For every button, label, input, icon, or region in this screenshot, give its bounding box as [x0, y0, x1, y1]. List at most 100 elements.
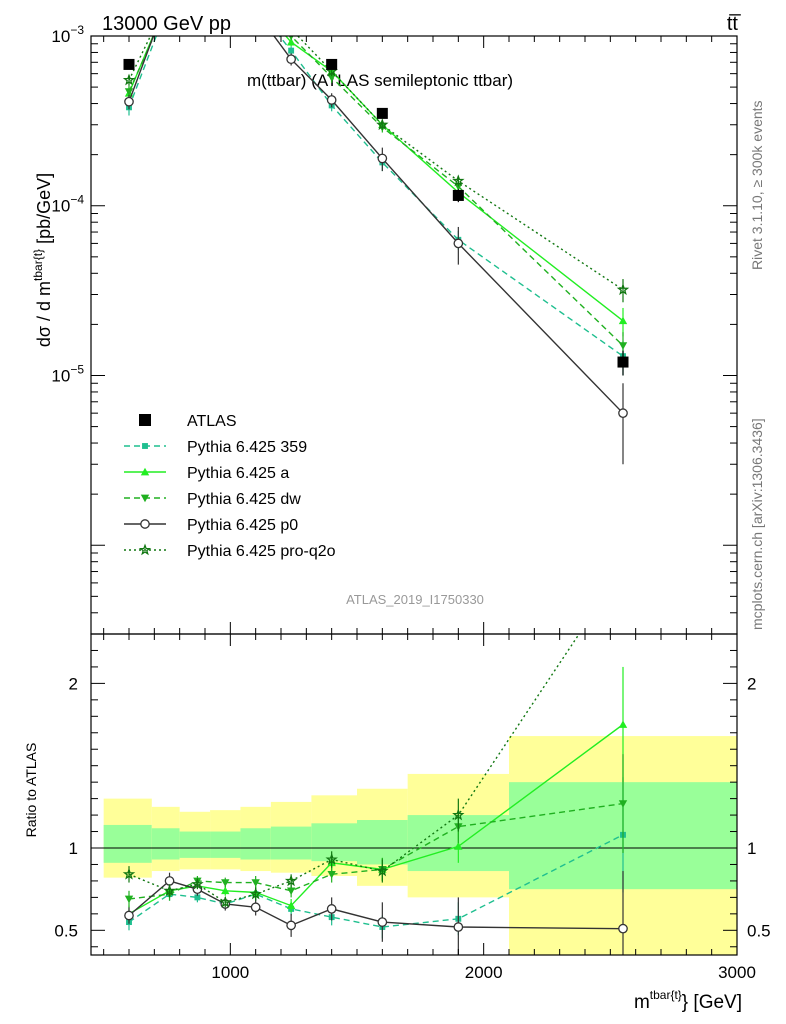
ratio-point-2-5 — [286, 887, 296, 895]
legend-entry-5: Pythia 6.425 pro-q2o — [124, 543, 336, 560]
main-point-3-1 — [165, 0, 173, 6]
legend-entry-0: ATLAS — [139, 413, 237, 430]
main-series-layer — [122, 0, 630, 465]
main-point-4-0 — [124, 96, 134, 107]
ratio-tick-label-left-2: 2 — [69, 674, 78, 693]
main-point-3-6 — [327, 74, 336, 82]
ratio-point-2-6 — [327, 870, 336, 879]
ratio-band-inner-5 — [270, 826, 312, 860]
ratio-band-inner-4 — [240, 828, 271, 860]
ratio-band-inner-0 — [103, 824, 152, 863]
ratio-point-4-7 — [376, 864, 389, 877]
ratio-point-3-7 — [377, 917, 388, 927]
ratio-point-4-9 — [619, 564, 628, 572]
main-point-0-8 — [452, 189, 464, 201]
main-point-5-4 — [251, 0, 260, 5]
legend-marker-1 — [142, 443, 148, 449]
ratio-series-line-1 — [128, 723, 624, 915]
main-point-4-6 — [326, 95, 337, 105]
analysis-label: ATLAS_2019_I1750330 — [346, 592, 484, 607]
ratio-point-4-3 — [219, 895, 232, 908]
ratio-point-1-5 — [286, 901, 296, 909]
main-point-3-9 — [618, 342, 628, 350]
main-point-0-9 — [617, 356, 629, 368]
x-axis-label: mtbar{t}} [GeV] — [634, 988, 742, 1013]
ratio-point-4-6 — [325, 852, 338, 865]
main-point-5-1 — [165, 0, 174, 1]
ratio-point-4-1 — [163, 884, 176, 897]
ratio-point-4-4 — [249, 887, 262, 900]
main-series-4 — [124, 7, 628, 465]
legend-label-5: Pythia 6.425 pro-q2o — [187, 543, 336, 560]
main-point-4-5 — [286, 54, 296, 65]
mcplots-label: mcplots.cern.ch [arXiv:1306.3436] — [749, 418, 765, 630]
ratio-point-3-4 — [250, 902, 261, 913]
header-left-label: 13000 GeV pp — [102, 13, 231, 35]
ratio-point-3-0 — [124, 910, 134, 921]
ratio-uncertainty-bands — [91, 736, 737, 955]
legend: ATLAS Pythia 6.425 359 Pythia 6.425 a Pythi… — [124, 413, 336, 560]
y-tick-label-1: 10−4 — [51, 193, 84, 216]
main-point-0-6 — [326, 58, 338, 70]
ratio-series-line-4 — [128, 634, 580, 904]
legend-entry-3: Pythia 6.425 dw — [124, 491, 301, 508]
ratio-band-inner-6 — [311, 823, 357, 862]
ratio-point-1-8 — [454, 842, 463, 850]
ratio-series-line-3 — [128, 880, 624, 930]
legend-entry-2: Pythia 6.425 a — [124, 465, 289, 482]
main-point-4-9 — [618, 408, 628, 419]
main-point-5-9 — [616, 283, 630, 296]
ratio-point-1-9 — [618, 720, 628, 728]
main-point-5-5 — [287, 24, 296, 32]
ratio-frame — [90, 633, 738, 956]
main-series-line-2 — [128, 36, 624, 322]
main-series-line-4 — [128, 36, 624, 414]
main-point-2-9 — [618, 316, 628, 325]
ratio-series-3 — [124, 871, 628, 955]
main-point-2-4 — [251, 0, 259, 5]
legend-label-3: Pythia 6.425 dw — [187, 491, 301, 508]
ratio-tick-label-right-0.5: 0.5 — [747, 921, 771, 940]
legend-marker-2 — [140, 467, 150, 476]
ratio-series-4 — [122, 564, 628, 908]
main-point-0-7 — [376, 107, 388, 119]
legend-label-0: ATLAS — [187, 413, 237, 430]
ratio-point-2-4 — [251, 879, 260, 887]
ratio-tick-label-left-0.5: 0.5 — [54, 921, 78, 940]
ratio-band-inner-2 — [179, 831, 211, 858]
ratio-point-1-3 — [221, 886, 230, 895]
header-right-label: tt̅ — [727, 13, 741, 35]
main-point-5-7 — [376, 118, 389, 131]
main-series-line-3 — [128, 36, 624, 347]
main-point-5-0 — [122, 73, 136, 86]
x-tick-label-1000: 1000 — [211, 963, 249, 982]
main-point-3-0 — [124, 88, 134, 96]
ratio-y-axis-label: Ratio to ATLAS — [23, 743, 39, 838]
main-series-1 — [126, 3, 626, 376]
main-point-4-4 — [251, 7, 259, 15]
main-y-axis-label: dσ / d mtbar{t} [pb/GeV] — [31, 173, 54, 347]
legend-label-1: Pythia 6.425 359 — [187, 439, 307, 456]
ratio-point-4-0 — [122, 867, 136, 880]
ratio-point-4-2 — [191, 877, 204, 890]
ratio-point-0-2 — [194, 894, 201, 901]
main-series-0 — [123, 58, 629, 376]
legend-marker-3 — [140, 494, 150, 503]
legend-marker-5 — [138, 543, 152, 556]
ratio-series-line-0 — [128, 834, 624, 928]
main-point-3-4 — [251, 0, 259, 1]
main-point-4-8 — [453, 238, 464, 249]
x-tick-label-2000: 2000 — [465, 963, 503, 982]
ratio-point-2-9 — [618, 800, 628, 808]
x-tick-label-3000: 3000 — [718, 963, 756, 982]
ratio-point-2-0 — [124, 895, 134, 904]
main-point-1-4 — [253, 3, 259, 9]
axes-layer: 1000 2000 3000 10−5 10−4 10−3 0.5 0.5 1 1 2 2 — [51, 23, 770, 982]
ratio-series-line-2 — [128, 802, 624, 900]
main-point-0-0 — [123, 58, 135, 70]
ratio-point-3-1 — [164, 876, 175, 886]
ratio-point-3-5 — [286, 920, 296, 931]
ratio-series-layer — [122, 564, 628, 955]
legend-marker-0 — [139, 414, 151, 426]
